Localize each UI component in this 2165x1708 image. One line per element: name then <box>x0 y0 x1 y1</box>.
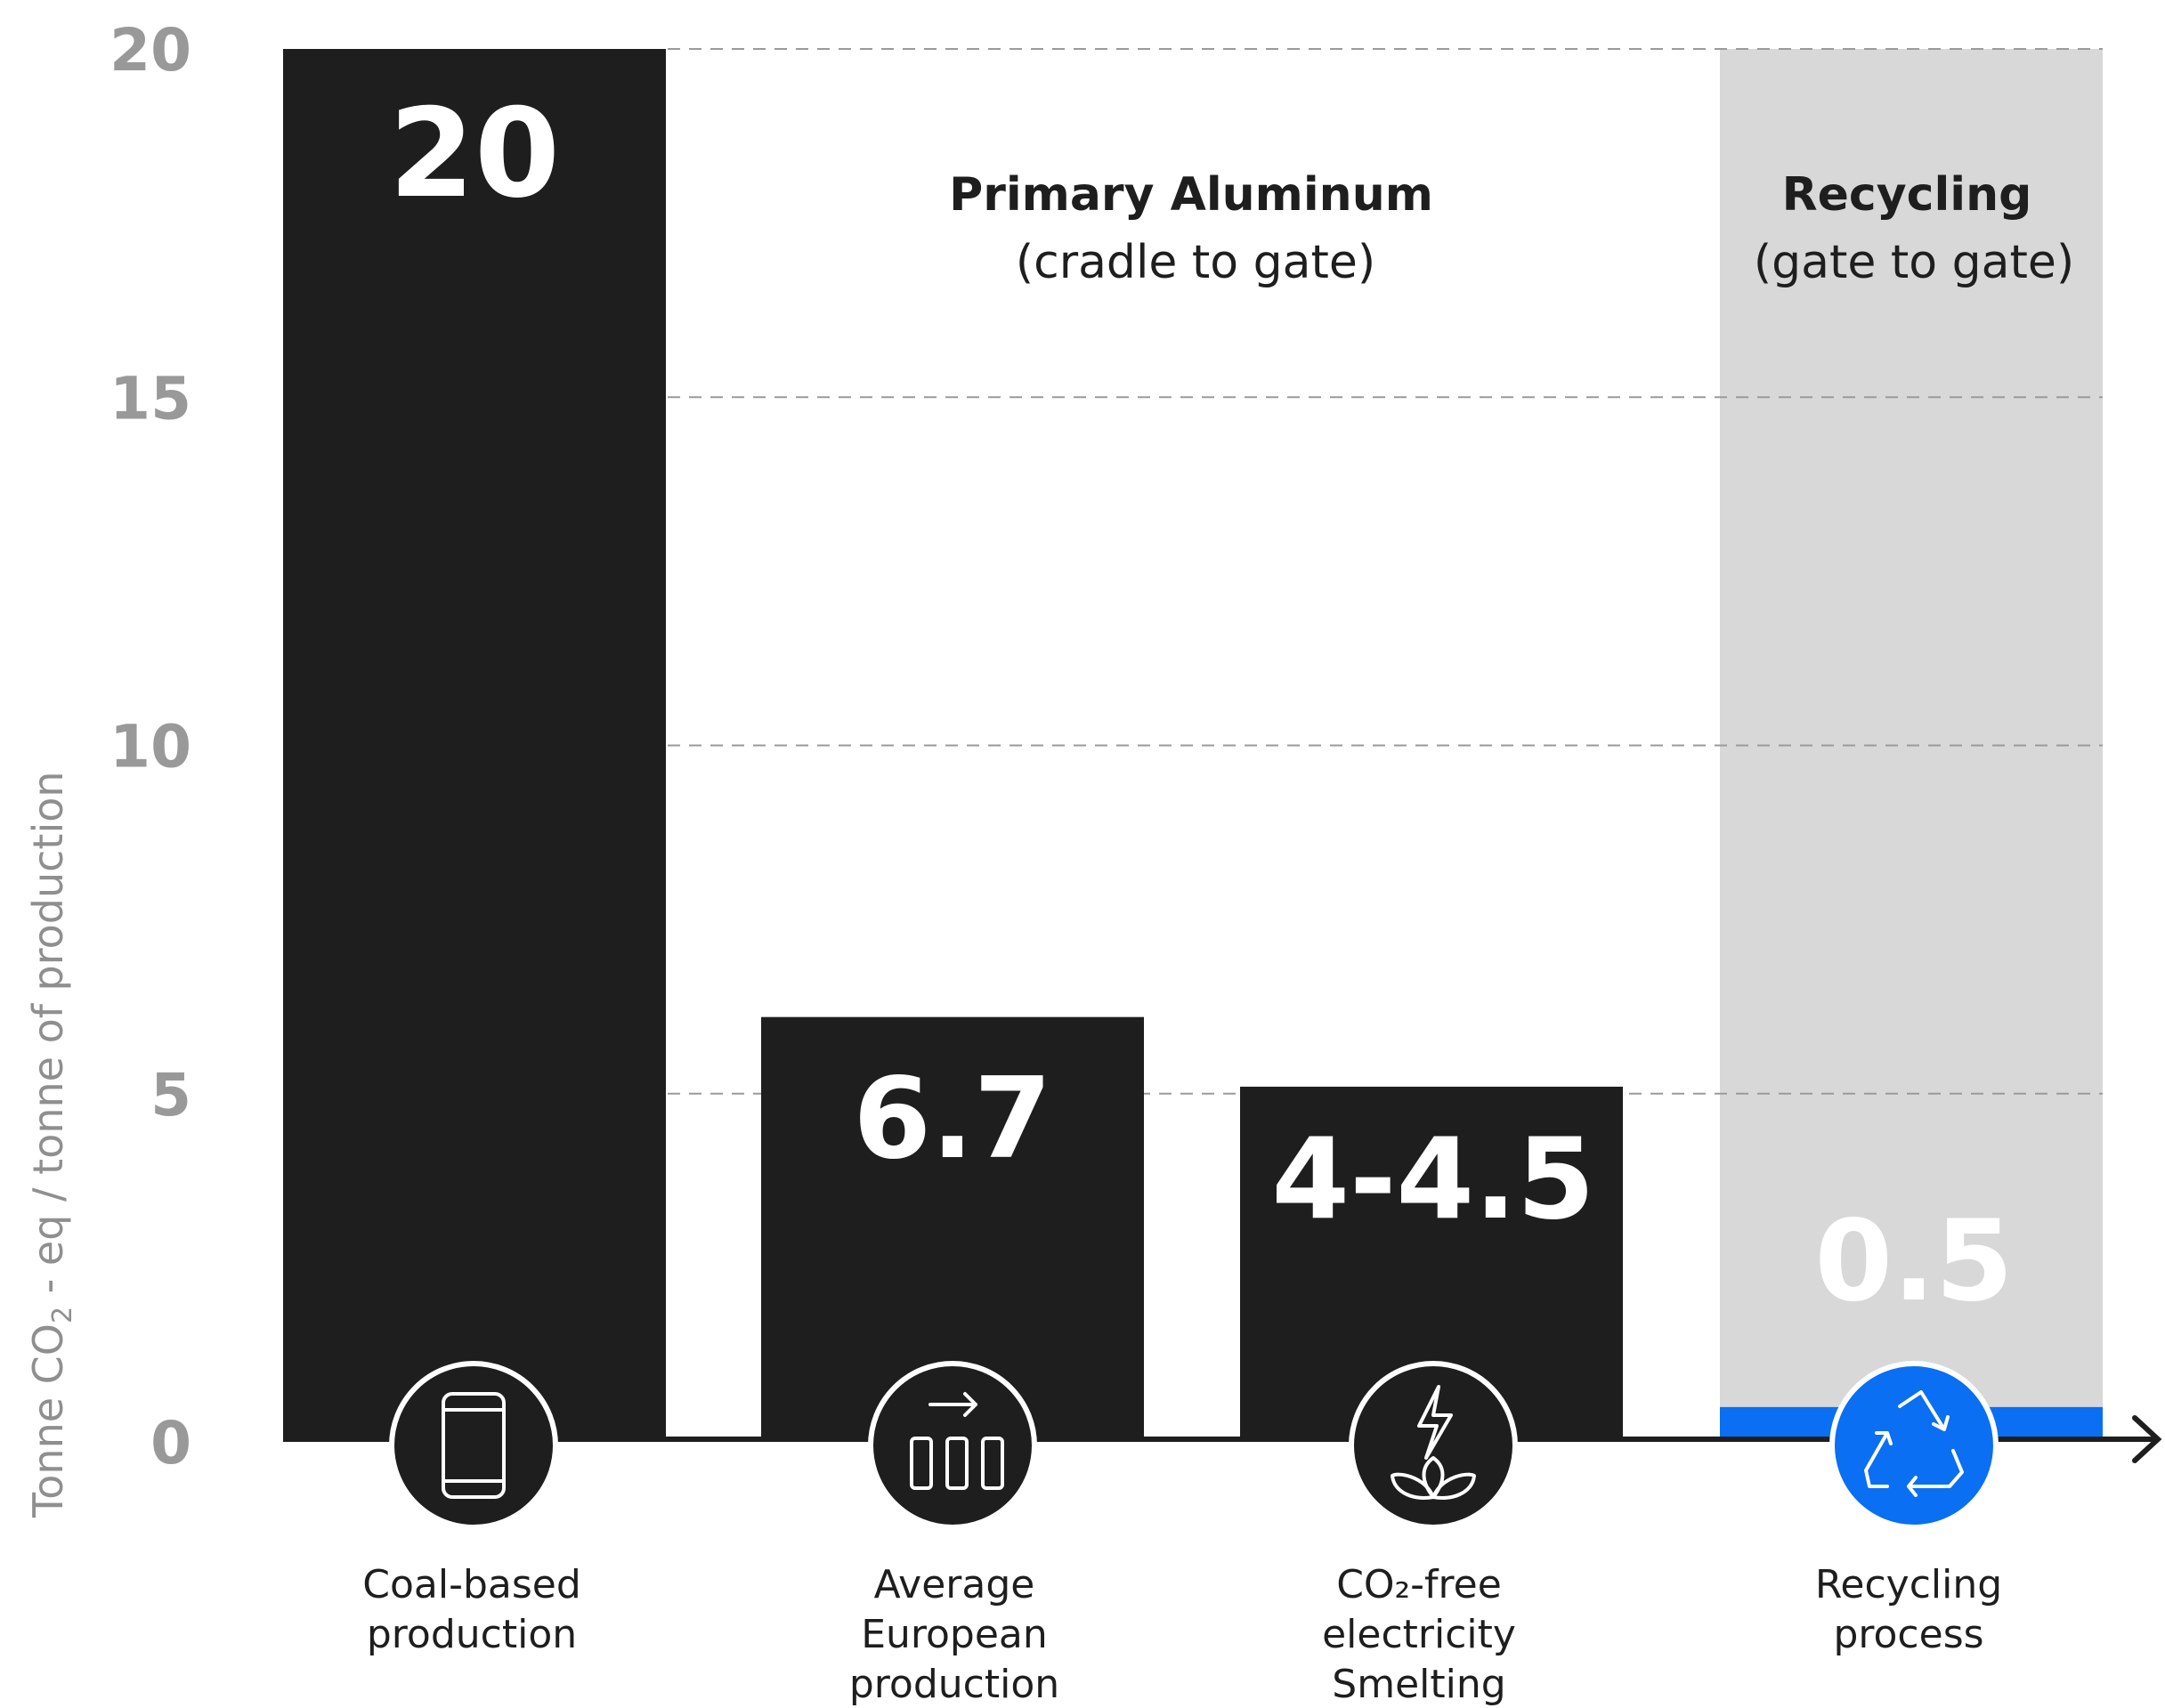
category-label: electricity <box>1322 1612 1516 1657</box>
category-label: Recycling <box>1815 1562 2002 1607</box>
section-subtitle-primary: (cradle to gate) <box>1016 236 1375 289</box>
category-label: production <box>849 1662 1059 1707</box>
category-labels: Coal-based production Average European produ… <box>362 1562 2002 1707</box>
category-label: Average <box>874 1562 1035 1607</box>
category-label: CO₂-free <box>1336 1562 1502 1607</box>
y-tick-label: 10 <box>109 713 191 781</box>
x-axis-arrow-icon <box>2132 1415 2162 1463</box>
category-label: Coal-based <box>362 1562 581 1607</box>
category-icons <box>389 1361 1999 1530</box>
bar <box>283 49 666 1442</box>
section-title-primary: Primary Aluminum <box>949 168 1433 222</box>
section-subtitle-recycling: (gate to gate) <box>1754 236 2074 289</box>
value-label: 0.5 <box>1814 1195 2013 1326</box>
y-axis-label-main: Tonne CO <box>24 1323 72 1518</box>
category-label: production <box>367 1612 577 1657</box>
category-label: process <box>1833 1612 1983 1657</box>
value-label: 4-4.5 <box>1271 1113 1594 1244</box>
value-labels: 20 6.7 4-4.5 0.5 <box>389 82 2014 1326</box>
recycle-icon <box>1829 1361 1999 1530</box>
can-icon <box>389 1361 558 1530</box>
y-axis-label: Tonne CO2 - eq / tonne of production <box>24 771 78 1518</box>
value-label: 20 <box>389 82 560 225</box>
category-label: European <box>861 1612 1048 1657</box>
y-tick-label: 20 <box>109 16 191 85</box>
value-label: 6.7 <box>853 1053 1051 1184</box>
y-tick-label: 15 <box>109 364 191 433</box>
y-ticks: 0 5 10 15 20 <box>109 16 191 1477</box>
y-axis-label-rest: - eq / tonne of production <box>24 771 72 1306</box>
y-axis-label-sub: 2 <box>47 1307 78 1323</box>
lightning-plant-icon <box>1349 1361 1518 1530</box>
category-label: Smelting <box>1332 1662 1505 1707</box>
y-tick-label: 0 <box>150 1409 191 1477</box>
section-title-recycling: Recycling <box>1782 168 2032 222</box>
y-tick-label: 5 <box>150 1061 191 1129</box>
factory-arrow-icon <box>868 1361 1037 1530</box>
